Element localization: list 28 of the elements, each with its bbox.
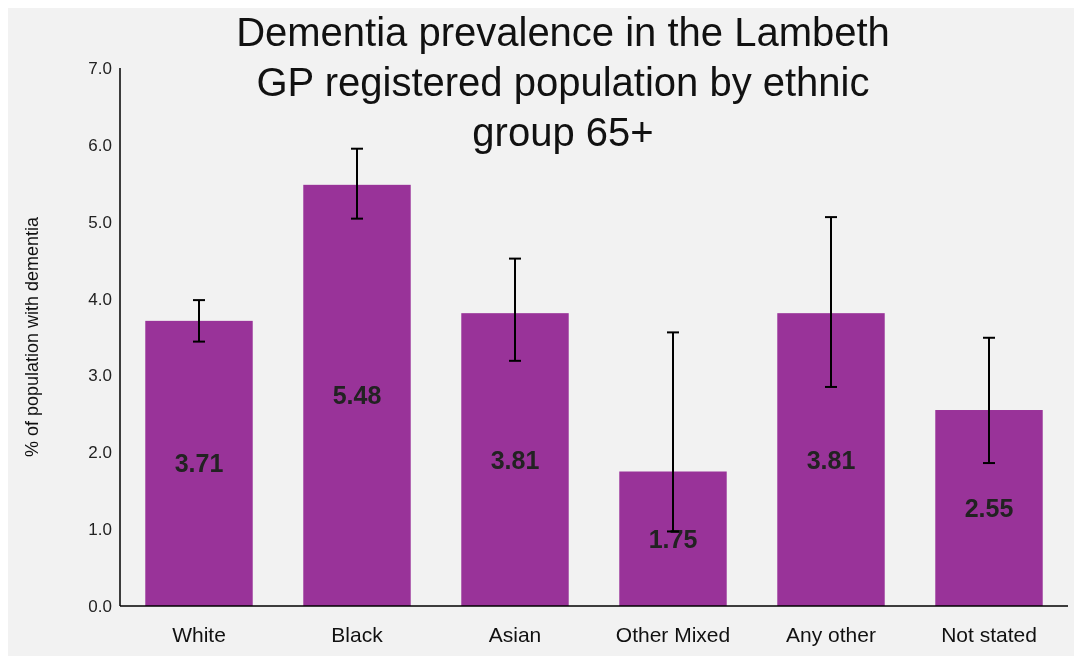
- x-tick-label: Other Mixed: [615, 623, 731, 646]
- data-label: 3.81: [806, 445, 856, 474]
- data-label: 2.55: [964, 494, 1014, 523]
- y-tick-label: 1.0: [88, 520, 112, 540]
- x-tick-label: Not stated: [941, 623, 1037, 646]
- x-tick-label: Any other: [786, 623, 876, 646]
- bar: [461, 313, 569, 606]
- y-tick-label: 2.0: [88, 443, 112, 463]
- data-label: 1.75: [648, 524, 698, 553]
- y-tick-label: 4.0: [88, 289, 112, 309]
- y-tick-label: 3.0: [88, 366, 112, 386]
- x-tick-label: Black: [331, 623, 384, 646]
- data-label: 3.81: [490, 445, 540, 474]
- y-tick-label: 0.0: [88, 597, 112, 616]
- bar: [145, 320, 253, 606]
- x-tick-label: Asian: [488, 623, 542, 646]
- bar: [303, 184, 411, 606]
- x-tick-label: White: [172, 623, 226, 646]
- bar: [619, 471, 727, 606]
- y-tick-label: 5.0: [88, 212, 112, 232]
- chart-title: Dementia prevalence in the Lambeth GP registered population by ethnic group 65+: [236, 10, 890, 154]
- y-tick-label: 7.0: [88, 59, 112, 78]
- bar: [777, 313, 885, 606]
- data-label: 3.71: [174, 449, 224, 478]
- y-tick-label: 6.0: [88, 135, 112, 155]
- data-label: 5.48: [332, 381, 382, 410]
- y-axis-title: % of population with dementia: [22, 215, 42, 458]
- bar: [935, 410, 1043, 606]
